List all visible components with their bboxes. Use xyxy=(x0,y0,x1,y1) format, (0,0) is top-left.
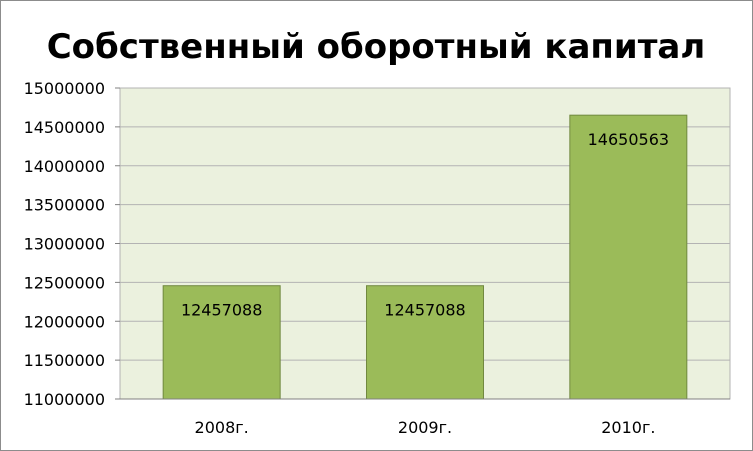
data-label: 14650563 xyxy=(588,130,669,149)
y-tick-label: 13000000 xyxy=(24,235,105,254)
x-tick-label: 2009г. xyxy=(398,418,452,437)
bar xyxy=(366,285,484,400)
y-tick-label: 12500000 xyxy=(24,273,105,292)
x-tick-label: 2010г. xyxy=(601,418,655,437)
bars: 12457088 12457088 14650563 xyxy=(162,114,688,400)
data-label: 12457088 xyxy=(384,301,465,320)
y-tick-label: 14500000 xyxy=(24,118,105,137)
y-tick-label: 15000000 xyxy=(24,79,105,98)
x-axis: 2008г. 2009г. 2010г. xyxy=(120,398,730,437)
y-axis: 11000000 11500000 12000000 12500000 13000000… xyxy=(24,79,120,409)
bar xyxy=(569,114,688,400)
bar xyxy=(162,285,281,400)
y-tick-label: 13500000 xyxy=(24,196,105,215)
y-tick-label: 12000000 xyxy=(24,312,105,331)
y-tick-label: 11500000 xyxy=(24,351,105,370)
chart-title: Собственный оборотный капитал xyxy=(47,27,706,67)
y-tick-label: 11000000 xyxy=(24,390,105,409)
x-tick-label: 2008г. xyxy=(195,418,249,437)
data-label: 12457088 xyxy=(181,301,262,320)
y-tick-label: 14000000 xyxy=(24,157,105,176)
